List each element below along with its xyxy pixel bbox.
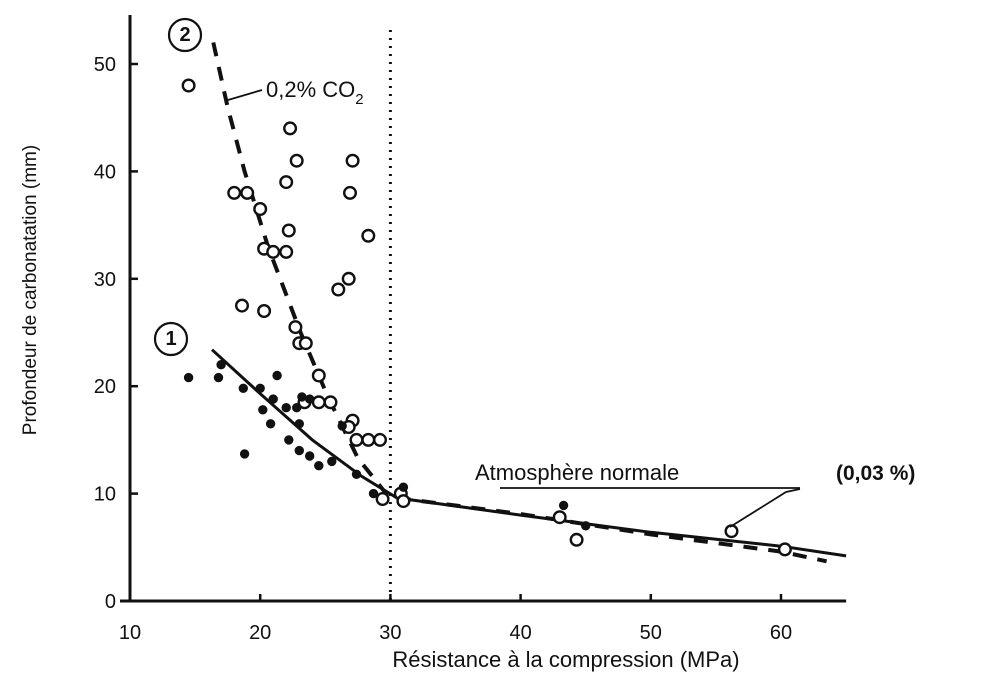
atm-annotation-extra: (0,03 %) (836, 462, 915, 485)
data-point-filled (268, 394, 278, 404)
data-point-open (283, 121, 298, 136)
data-point-filled (258, 405, 268, 415)
data-point-filled (183, 372, 194, 383)
y-axis-title: Profondeur de carbonatation (mm) (20, 145, 41, 435)
x-tick-label: 20 (249, 622, 271, 644)
data-point-filled (581, 521, 591, 531)
data-point-open (349, 432, 364, 447)
data-point-filled (294, 445, 304, 456)
series-2-badge-number: 2 (179, 24, 190, 46)
data-point-open (227, 185, 242, 200)
data-point-open (266, 244, 281, 259)
data-point-open (240, 185, 255, 200)
co2-leader-line (227, 89, 263, 101)
x-tick-label: 30 (379, 622, 401, 644)
data-point-open (343, 185, 358, 200)
co2-annotation: 0,2% CO2 (266, 77, 364, 108)
data-point-open (345, 153, 360, 168)
data-point-filled (314, 461, 324, 471)
data-point-filled (213, 372, 224, 383)
trend-curve-dashed-2 (396, 495, 828, 564)
data-point-filled (305, 394, 315, 404)
series-1-badge: 1 (153, 321, 189, 357)
y-tick-label: 50 (94, 54, 116, 76)
data-point-open (234, 298, 249, 313)
data-point-filled (216, 360, 226, 370)
data-point-filled (255, 383, 265, 393)
data-point-filled (327, 456, 337, 467)
data-point-filled (272, 370, 282, 381)
data-point-open (323, 395, 338, 410)
x-tick-label: 60 (770, 622, 792, 644)
y-tick-label: 10 (94, 484, 116, 506)
data-point-open (311, 368, 326, 383)
data-point-open (361, 228, 376, 243)
series-1-badge-circle (153, 321, 189, 357)
data-point-filled (265, 419, 276, 429)
data-point-filled (337, 421, 347, 431)
data-point-open (181, 78, 196, 93)
data-point-filled (351, 469, 362, 479)
atm-leader-line (729, 488, 801, 528)
co2-annotation-label: 0,2% CO (266, 77, 355, 102)
y-tick-label: 0 (105, 591, 116, 613)
data-point-open (341, 271, 356, 286)
x-tick-label: 40 (509, 622, 531, 644)
data-point-open (331, 282, 346, 297)
data-point-open (552, 510, 567, 525)
x-tick-label: 50 (640, 622, 662, 644)
co2-annotation-subscript: 2 (355, 91, 363, 108)
data-point-open (288, 320, 303, 335)
data-point-filled (238, 383, 249, 393)
data-point-open (361, 432, 376, 447)
data-point-open (279, 175, 294, 190)
data-point-filled (558, 500, 569, 511)
points-layer (181, 78, 792, 557)
data-point-open (777, 542, 792, 557)
data-point-open (396, 494, 411, 509)
data-point-open (279, 244, 294, 259)
data-point-filled (398, 482, 409, 492)
curves-layer (210, 30, 847, 601)
series-1-badge-number: 1 (165, 328, 176, 350)
data-point-open (289, 153, 304, 168)
data-point-filled (284, 435, 294, 445)
trend-curve-dashed-0 (211, 42, 392, 501)
data-point-open (298, 336, 313, 351)
y-tick-label: 30 (94, 269, 116, 291)
x-tick-label: 10 (119, 622, 141, 644)
series-2-badge: 2 (167, 17, 203, 53)
data-point-open (253, 201, 268, 216)
data-point-filled (368, 488, 379, 499)
data-point-filled (292, 403, 302, 413)
data-point-open (569, 532, 584, 547)
data-point-open (724, 524, 739, 539)
y-tick-label: 40 (94, 161, 116, 183)
atm-annotation: Atmosphère normale (475, 460, 679, 485)
data-point-open (311, 395, 326, 410)
data-point-filled (297, 392, 307, 402)
data-point-open (373, 432, 388, 447)
x-axis-title: Résistance à la compression (MPa) (392, 647, 739, 672)
data-point-open (257, 304, 272, 319)
data-point-filled (294, 419, 304, 429)
data-point-filled (239, 449, 250, 459)
data-point-open (375, 492, 390, 507)
series-2-badge-circle (167, 17, 203, 53)
data-point-filled (281, 403, 291, 413)
data-point-open (281, 223, 296, 238)
data-point-filled (305, 451, 315, 461)
y-tick-label: 20 (94, 376, 116, 398)
